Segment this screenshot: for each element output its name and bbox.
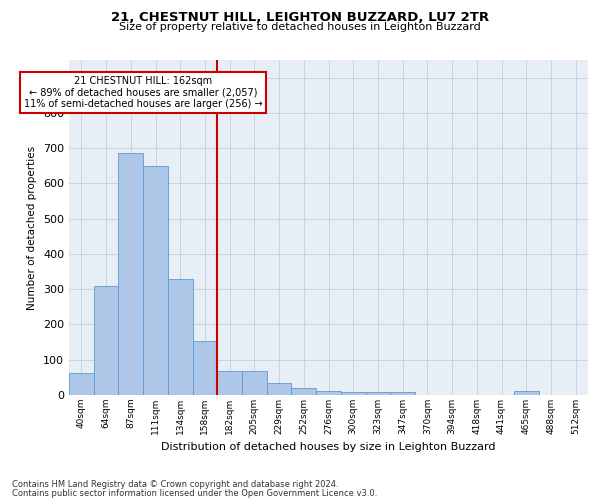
Bar — [514, 392, 539, 395]
Bar — [217, 371, 242, 395]
Bar — [94, 286, 118, 395]
Bar — [143, 166, 168, 395]
Bar — [168, 280, 193, 395]
Bar — [390, 392, 415, 395]
Bar — [292, 388, 316, 395]
Bar — [365, 392, 390, 395]
Bar — [69, 373, 94, 395]
Text: Contains HM Land Registry data © Crown copyright and database right 2024.: Contains HM Land Registry data © Crown c… — [12, 480, 338, 489]
Bar — [118, 154, 143, 395]
Bar — [193, 342, 217, 395]
Y-axis label: Number of detached properties: Number of detached properties — [28, 146, 37, 310]
Bar — [341, 392, 365, 395]
Text: 21, CHESTNUT HILL, LEIGHTON BUZZARD, LU7 2TR: 21, CHESTNUT HILL, LEIGHTON BUZZARD, LU7… — [111, 11, 489, 24]
Bar — [267, 382, 292, 395]
Text: Contains public sector information licensed under the Open Government Licence v3: Contains public sector information licen… — [12, 488, 377, 498]
Bar — [316, 391, 341, 395]
Text: Size of property relative to detached houses in Leighton Buzzard: Size of property relative to detached ho… — [119, 22, 481, 32]
Bar — [242, 372, 267, 395]
X-axis label: Distribution of detached houses by size in Leighton Buzzard: Distribution of detached houses by size … — [161, 442, 496, 452]
Text: 21 CHESTNUT HILL: 162sqm
← 89% of detached houses are smaller (2,057)
11% of sem: 21 CHESTNUT HILL: 162sqm ← 89% of detach… — [24, 76, 262, 109]
